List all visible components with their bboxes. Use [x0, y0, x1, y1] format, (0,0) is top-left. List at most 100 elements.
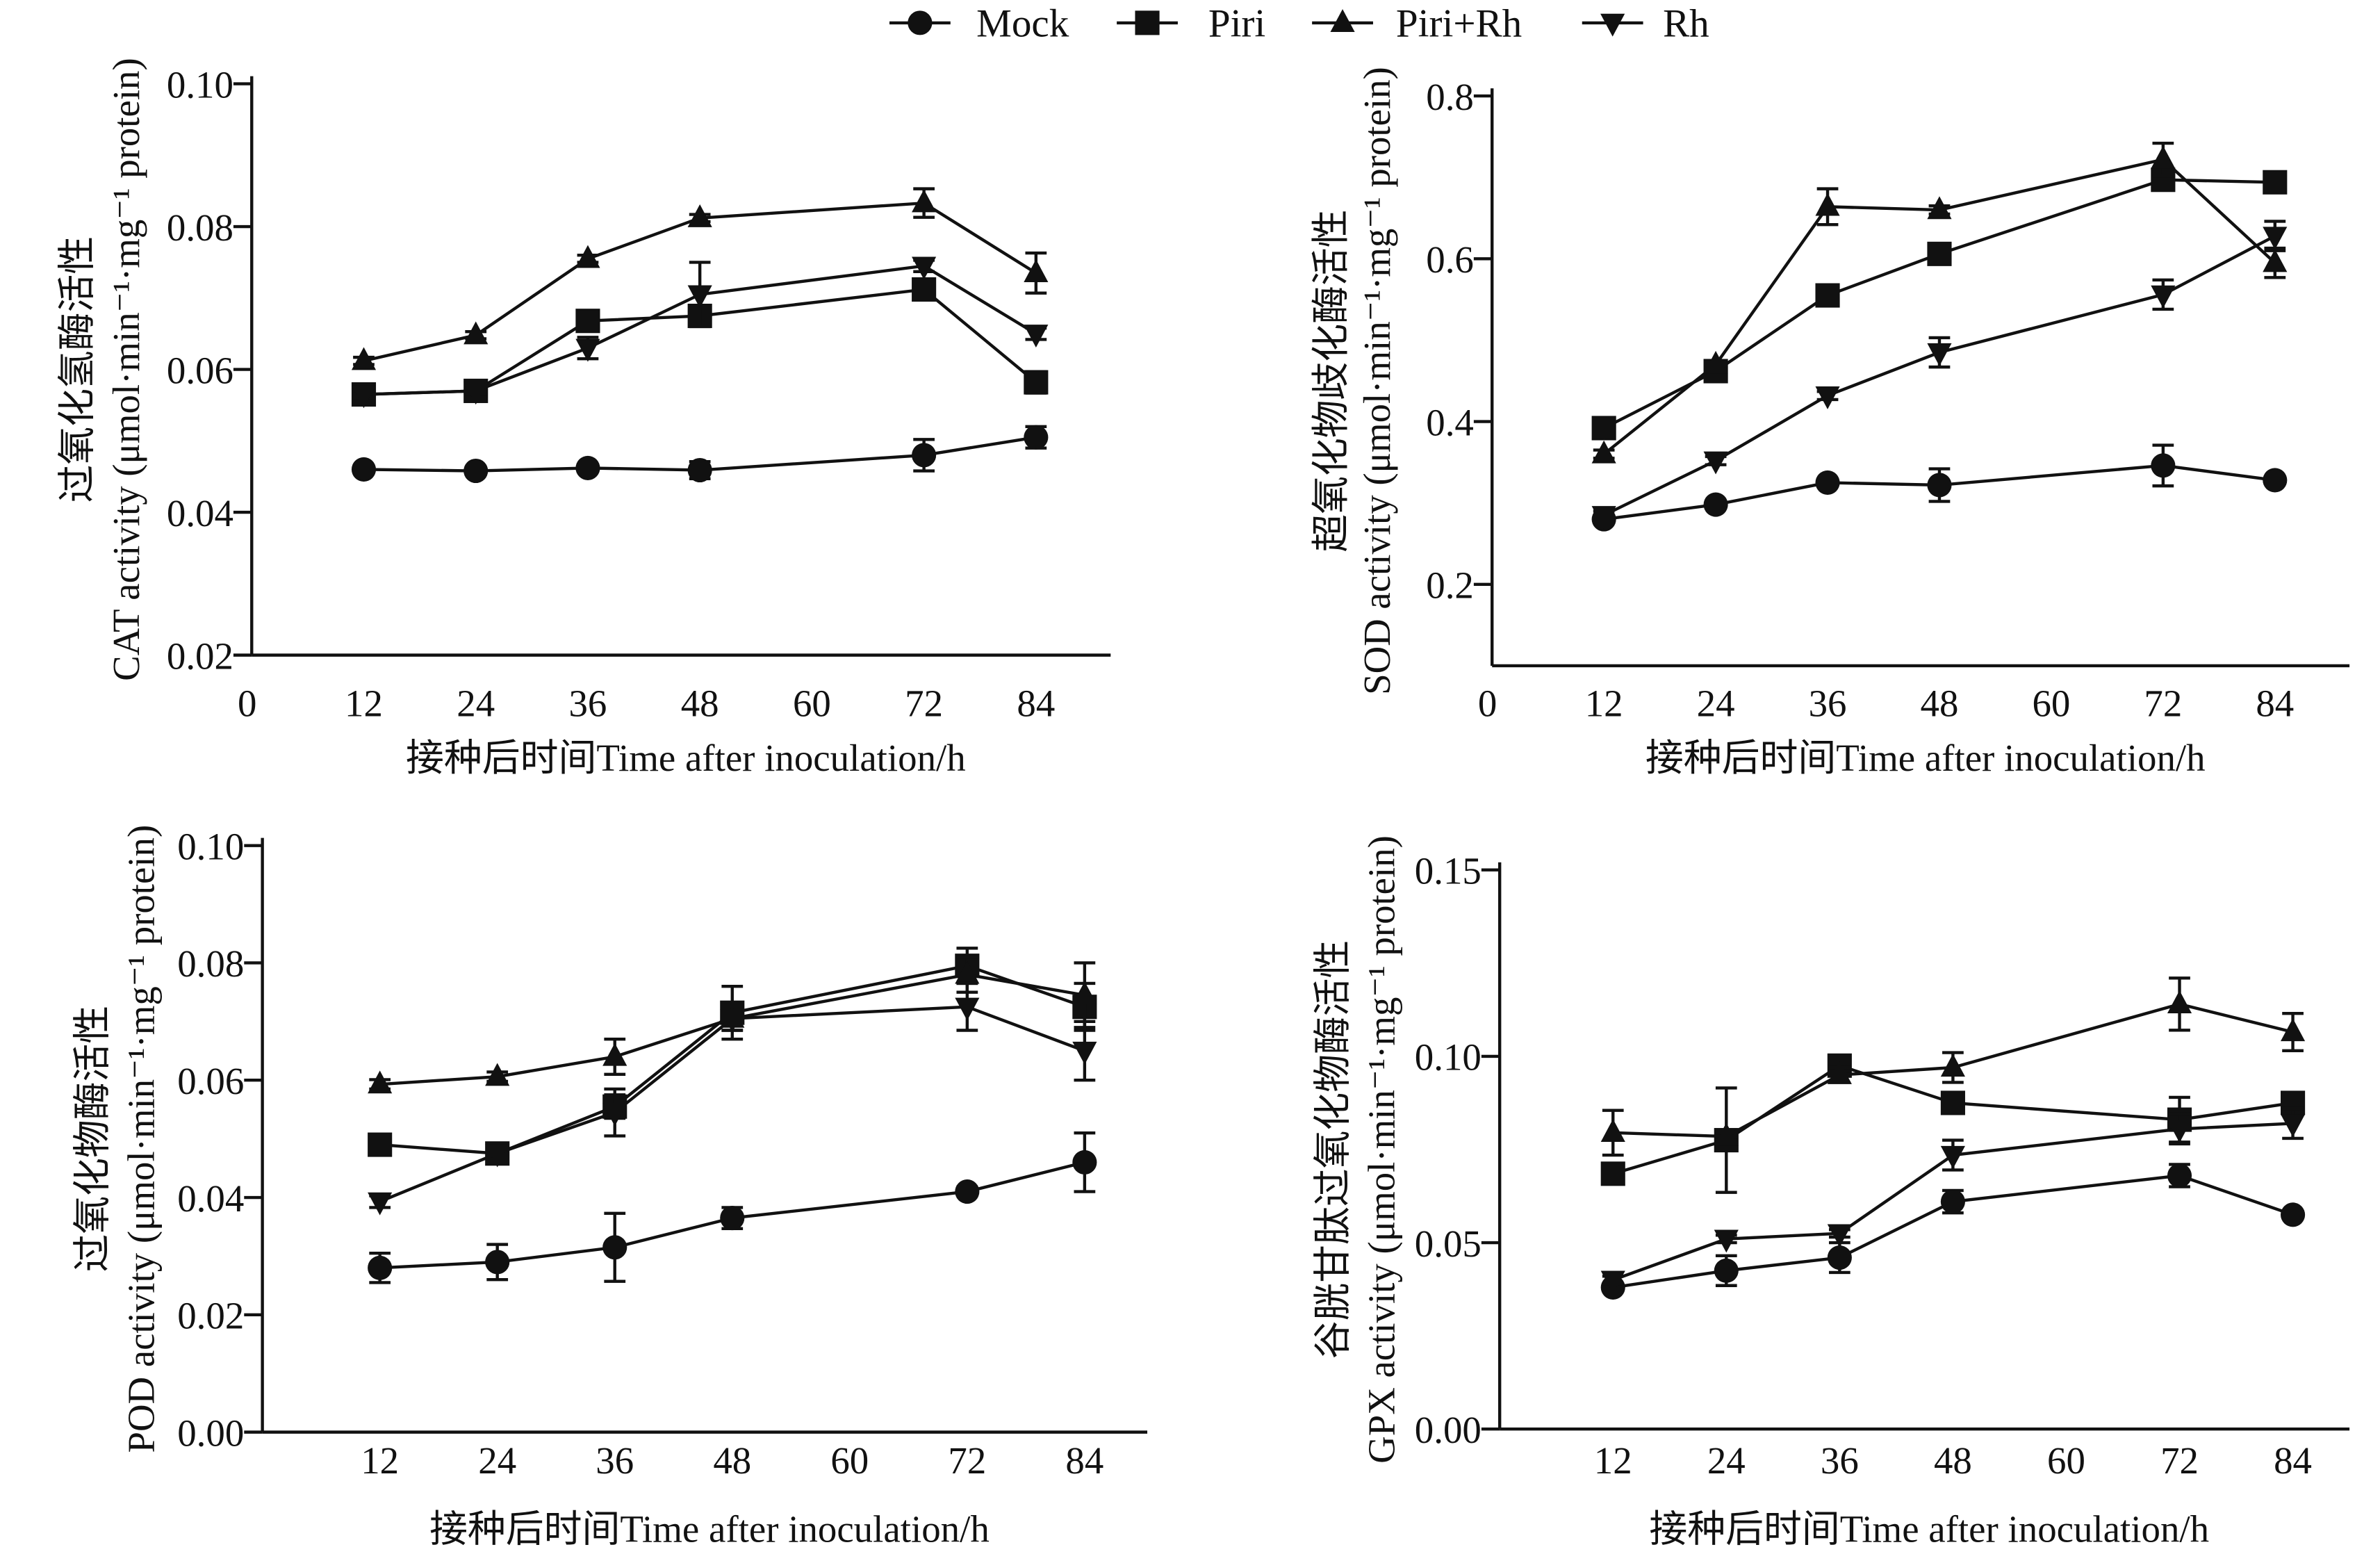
data-point-mock: [1827, 1245, 1852, 1270]
data-point-rh: [368, 1192, 393, 1216]
x-tick-label: 24: [1697, 682, 1735, 724]
data-point-piri: [1024, 370, 1049, 395]
data-point-piri-rh: [1024, 259, 1049, 283]
x-tick-label: 60: [830, 1439, 869, 1482]
data-point-piri-rh: [1714, 1122, 1739, 1146]
data-point-mock: [1072, 1150, 1097, 1175]
legend-marker-triangle-down-icon: [1600, 13, 1625, 37]
data-point-mock: [912, 443, 937, 468]
series-line-piri-rh: [363, 201, 1037, 363]
x-tick-label: 84: [1017, 682, 1055, 724]
x-tick-label: 12: [361, 1439, 399, 1482]
x-axis-title: 接种后时间Time after inoculation/h: [429, 1508, 990, 1551]
y-axis-title: SOD activity (μmol·min⁻¹·mg⁻¹ protein): [1356, 67, 1398, 695]
series-line-mock: [1603, 464, 2276, 521]
x-tick-label: 72: [948, 1439, 986, 1482]
data-point-rh: [2167, 1120, 2192, 1143]
x-tick-label: 72: [2160, 1439, 2199, 1482]
legend-label: Piri: [1208, 2, 1265, 46]
y-tick-label: 0.06: [167, 349, 233, 391]
data-point-rh: [2263, 227, 2288, 250]
x-axis-title: 接种后时间Time after inoculation/h: [406, 737, 966, 779]
x-tick-label: 24: [478, 1439, 516, 1482]
x-tick-label: 24: [1707, 1439, 1746, 1482]
data-point-rh: [1591, 506, 1616, 530]
data-point-piri-rh: [602, 1042, 627, 1066]
x-tick-label: 48: [1921, 682, 1959, 724]
series-rh: [351, 256, 1049, 409]
data-point-rh: [2151, 285, 2176, 309]
x-tick-label: 0: [1478, 682, 1497, 724]
series-line-mock: [1612, 1174, 2294, 1289]
legend-entry-piri: Piri: [1117, 2, 1265, 46]
series-line-mock: [379, 1161, 1085, 1270]
data-point-mock: [1940, 1189, 1965, 1214]
x-tick-label: 60: [2047, 1439, 2085, 1482]
data-point-mock: [1714, 1258, 1739, 1283]
y-tick-label: 0.6: [1426, 238, 1474, 281]
x-tick-label: 60: [2032, 682, 2070, 724]
data-point-rh: [1927, 343, 1952, 366]
x-tick-label: 12: [1594, 1439, 1632, 1482]
series-mock: [368, 1131, 1097, 1284]
data-point-piri: [1940, 1090, 1965, 1115]
x-tick-label: 72: [905, 682, 943, 724]
data-point-piri: [1591, 416, 1616, 441]
data-point-mock: [1815, 470, 1840, 495]
data-point-piri-rh: [955, 960, 980, 984]
y-tick-label: 0.8: [1426, 76, 1474, 118]
x-tick-label: 36: [569, 682, 607, 724]
data-point-piri: [1927, 241, 1952, 266]
data-point-rh: [955, 997, 980, 1021]
data-point-mock: [1927, 473, 1952, 498]
data-point-piri-rh: [1591, 440, 1616, 464]
data-point-mock: [955, 1179, 980, 1204]
y-tick-label: 0.08: [167, 206, 233, 249]
legend: Mock Piri Piri+Rh Rh: [889, 2, 1709, 46]
legend-label: Piri+Rh: [1396, 2, 1522, 46]
series-piri: [368, 947, 1097, 1166]
x-tick-label: 36: [596, 1439, 634, 1482]
data-point-piri-rh: [351, 347, 377, 370]
data-point-mock: [720, 1206, 745, 1231]
y-tick-label: 0.10: [1415, 1036, 1482, 1079]
data-point-rh: [720, 1009, 745, 1033]
x-tick-label: 72: [2144, 682, 2182, 724]
data-point-rh: [1072, 1041, 1097, 1065]
series-rh: [1600, 1106, 2306, 1294]
y-axis-title: GPX activity (μmol·min⁻¹·mg⁻¹ protein): [1361, 835, 1403, 1464]
y-tick-label: 0.10: [167, 63, 233, 106]
data-point-piri-rh: [1815, 193, 1840, 216]
data-point-rh: [351, 385, 377, 409]
data-point-piri-rh: [2263, 249, 2288, 272]
data-point-rh: [1714, 1229, 1739, 1253]
chart-cat: 0.02 0.04 0.06 0.08 0.10 0 12 24 36 48 60 72 84 接种后时间…: [56, 58, 1111, 779]
series-line-rh: [1612, 1122, 2293, 1282]
data-point-mock: [2151, 453, 2176, 478]
legend-marker-triangle-up-icon: [1330, 9, 1355, 33]
data-point-rh: [687, 285, 712, 309]
data-point-rh: [912, 256, 937, 280]
data-point-mock: [2167, 1163, 2192, 1188]
data-point-rh: [602, 1103, 627, 1127]
series-piri: [1591, 167, 2288, 441]
data-point-piri: [575, 309, 600, 334]
legend-entry-rh: Rh: [1582, 2, 1709, 46]
y-tick-label: 0.02: [167, 635, 233, 677]
data-point-rh: [1600, 1270, 1625, 1294]
data-point-mock: [687, 457, 712, 483]
x-tick-label: 12: [345, 682, 383, 724]
y-tick-label: 0.2: [1426, 564, 1474, 607]
data-point-piri-rh: [687, 204, 712, 227]
data-point-piri-rh: [1940, 1054, 1965, 1077]
legend-label: Rh: [1663, 2, 1709, 46]
y-tick-label: 0.4: [1426, 401, 1474, 443]
y-axis-title: POD activity (μmol·min⁻¹·mg⁻¹ protein): [120, 825, 163, 1453]
y-axis-title: CAT activity (μmol·min⁻¹·mg⁻¹ protein): [105, 58, 147, 681]
y-tick-label: 0.04: [167, 492, 233, 534]
series-line-mock: [363, 436, 1037, 473]
data-point-mock: [575, 455, 600, 480]
data-point-piri-rh: [368, 1070, 393, 1094]
data-point-mock: [463, 458, 489, 484]
